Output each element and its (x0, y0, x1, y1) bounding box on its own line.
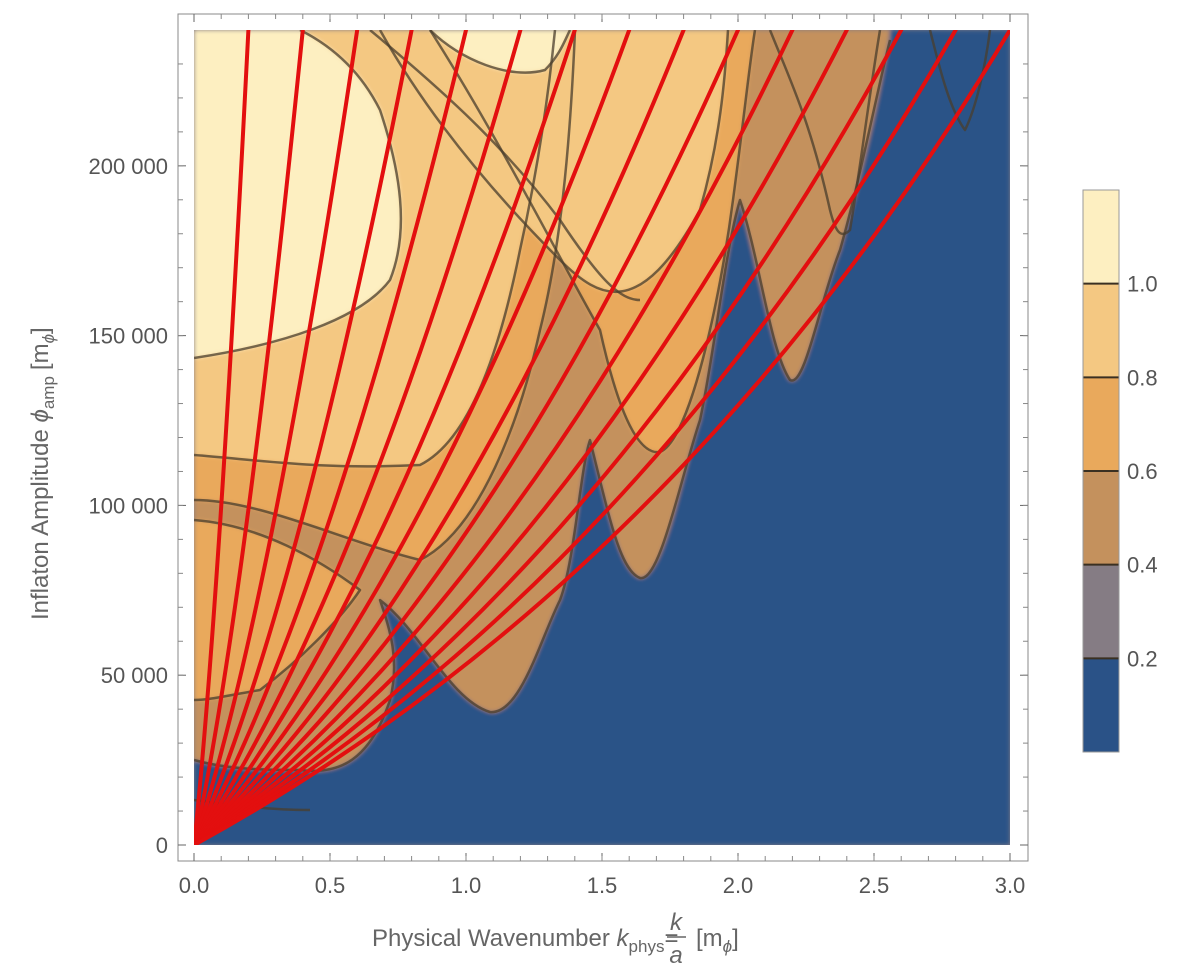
colorbar-tick-label: 0.4 (1127, 553, 1158, 578)
svg-text:Physical Wavenumber kphys=: Physical Wavenumber kphys= (372, 925, 678, 956)
x-axis: 0.0 0.5 1.0 1.5 2.0 2.5 3.0 (179, 14, 1026, 898)
red-trajectory-line (194, 30, 305, 845)
x-axis-label-denominator: a (669, 942, 682, 969)
red-trajectory-line (194, 30, 251, 845)
red-trajectory-line (194, 30, 795, 845)
red-trajectory-line (194, 30, 849, 845)
y-axis-label-unit-close: ] (27, 327, 54, 334)
x-axis-label-unit: [m (696, 925, 723, 952)
colorbar-band (1083, 564, 1119, 659)
red-trajectory-line (194, 30, 523, 845)
x-axis-label-equals: = (664, 925, 678, 952)
x-tick-label: 1.0 (451, 873, 482, 898)
x-axis-label-subscript: phys (629, 937, 665, 956)
red-trajectory-line (194, 30, 632, 845)
y-axis: 0 50 000 100 000 150 000 200 000 (88, 63, 1028, 858)
y-axis-label-symbol: ϕ (27, 409, 54, 422)
x-axis-label-unit-close: ] (732, 925, 739, 952)
y-axis-label: Inflaton Amplitude ϕamp[mϕ] (27, 327, 58, 620)
x-tick-label: 2.5 (859, 873, 890, 898)
colorbar-tick-label: 1.0 (1127, 272, 1158, 297)
contour-field (194, 30, 1010, 845)
y-tick-label: 0 (156, 833, 168, 858)
red-trajectory-line (194, 30, 958, 845)
colorbar-band (1083, 471, 1119, 565)
x-tick-label: 1.5 (587, 873, 618, 898)
x-axis-label-numerator: k (670, 909, 684, 936)
contour-line (768, 30, 882, 236)
red-trajectory-line (194, 30, 740, 845)
contour-line (194, 30, 577, 562)
y-axis-label-unit-sub: ϕ (39, 334, 58, 343)
colorbar-tick-label: 0.6 (1127, 459, 1158, 484)
y-tick-label: 150 000 (88, 324, 168, 349)
x-axis-label: Physical Wavenumber kphys= k a [mϕ] (372, 909, 739, 969)
contour-line (429, 30, 572, 74)
x-axis-label-prefix: Physical Wavenumber (372, 925, 617, 952)
x-tick-label: 2.0 (723, 873, 754, 898)
x-tick-label: 3.0 (995, 873, 1026, 898)
svg-text:Inflaton Amplitude ϕamp[mϕ]: Inflaton Amplitude ϕamp[mϕ] (27, 327, 58, 620)
red-trajectory-line (194, 30, 1010, 845)
x-axis-label-unit-sub: ϕ (723, 937, 732, 956)
red-trajectory-line (194, 30, 360, 845)
colorbar-band (1083, 190, 1119, 284)
x-tick-label: 0.0 (179, 873, 210, 898)
x-tick-label: 0.5 (315, 873, 346, 898)
colorbar: 0.2 0.4 0.6 0.8 1.0 (1082, 189, 1158, 753)
contour-line (378, 30, 730, 294)
contour-band-0.8-right (380, 30, 728, 292)
red-trajectory-line (194, 30, 577, 845)
colorbar-band (1083, 658, 1119, 752)
y-axis-label-subscript: amp (39, 376, 58, 409)
contour-line (369, 30, 641, 302)
svg-text:[mϕ]: [mϕ] (696, 925, 739, 956)
red-trajectory-line (194, 30, 904, 845)
colorbar-band (1083, 377, 1119, 471)
y-tick-label: 50 000 (101, 663, 168, 688)
colorbar-band (1083, 283, 1119, 378)
y-tick-label: 200 000 (88, 154, 168, 179)
y-axis-label-unit: [m (27, 343, 54, 370)
contour-line (928, 30, 992, 132)
y-axis-label-prefix: Inflaton Amplitude (27, 423, 54, 620)
colorbar-frame (1082, 189, 1120, 753)
contour-band-0.2 (194, 30, 1010, 845)
y-tick-label: 100 000 (88, 493, 168, 518)
red-trajectory-line (194, 30, 686, 845)
colorbar-tick-label: 0.2 (1127, 646, 1158, 671)
red-trajectory-line (194, 30, 414, 845)
red-trajectory-line (194, 30, 468, 845)
x-axis-label-symbol: k (617, 925, 631, 952)
colorbar-tick-label: 0.8 (1127, 365, 1158, 390)
